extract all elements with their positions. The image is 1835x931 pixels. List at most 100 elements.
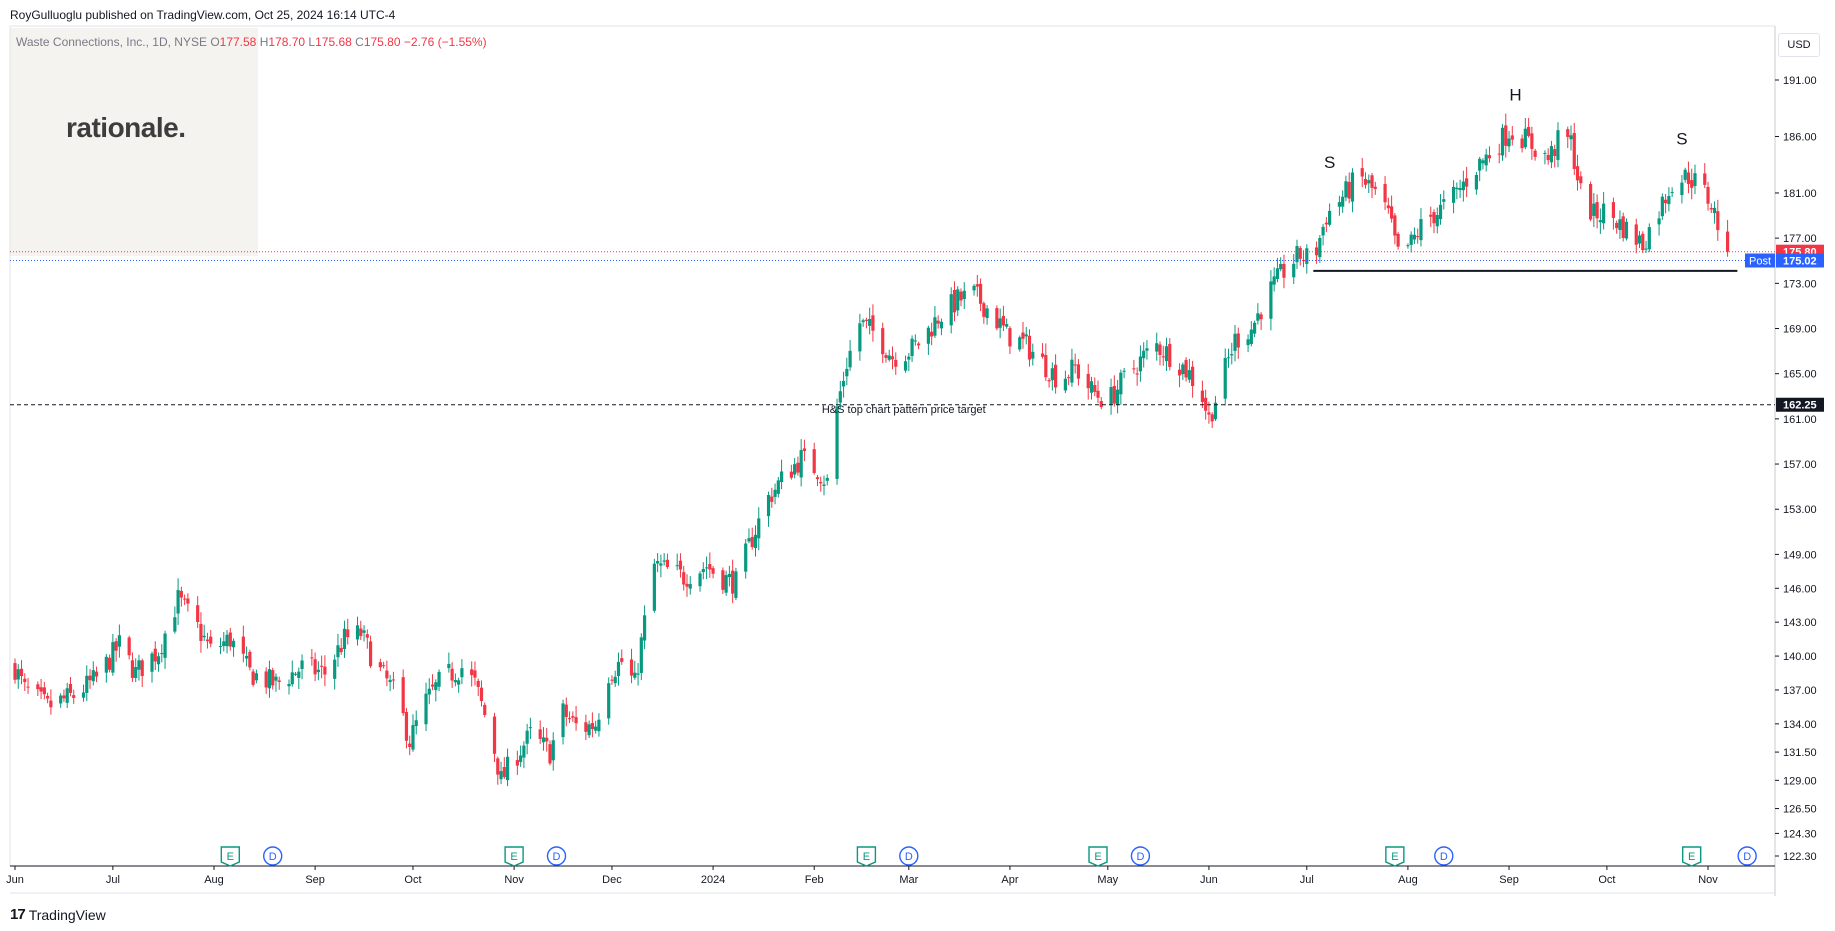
candle-body xyxy=(1706,186,1710,204)
earnings-icon[interactable] xyxy=(1682,846,1702,867)
candle-body xyxy=(1024,334,1028,337)
candle-body xyxy=(1670,192,1674,194)
target-price-tag: 162.25 xyxy=(1783,400,1817,412)
candle-body xyxy=(1693,173,1697,186)
candle-body xyxy=(884,355,888,358)
dividend-icon[interactable] xyxy=(263,846,283,866)
earnings-icon[interactable] xyxy=(504,846,524,867)
candle-body xyxy=(231,640,236,648)
candle-body xyxy=(682,572,686,585)
candle-body xyxy=(1553,149,1557,156)
candle-body xyxy=(1373,186,1377,189)
candle-body xyxy=(68,683,73,693)
candle-body xyxy=(907,356,911,360)
candle-body xyxy=(1686,172,1691,184)
candle-body xyxy=(1396,233,1400,247)
candle-body xyxy=(1458,188,1462,191)
candle-body xyxy=(1416,236,1420,238)
earnings-icon[interactable] xyxy=(1385,846,1405,867)
candle-body xyxy=(1507,138,1511,147)
candle-body xyxy=(757,518,761,539)
dividend-icon-letter: D xyxy=(1743,851,1751,863)
candle-body xyxy=(519,755,523,762)
time-tick-label: Sep xyxy=(1499,874,1519,886)
candle-body xyxy=(1292,263,1296,278)
price-tick-label: 153.00 xyxy=(1783,504,1817,516)
candle-body xyxy=(130,660,135,678)
tradingview-brand-label: TradingView xyxy=(28,906,106,923)
candle-body xyxy=(401,677,405,714)
price-tick-label: 157.00 xyxy=(1783,459,1817,471)
candle-body xyxy=(1504,125,1508,146)
candle-body xyxy=(316,669,320,673)
candle-body xyxy=(1318,238,1322,258)
candle-body xyxy=(1047,380,1051,382)
candle-body xyxy=(1337,202,1342,207)
dividend-icon[interactable] xyxy=(1737,846,1757,866)
candle-body xyxy=(567,718,572,720)
candle-body xyxy=(65,688,69,703)
dividend-icon[interactable] xyxy=(1434,846,1454,866)
candle-body xyxy=(1595,202,1599,219)
candle-body xyxy=(770,496,774,502)
candle-body xyxy=(538,729,542,739)
candle-body xyxy=(894,359,898,367)
price-tick-label: 149.00 xyxy=(1783,549,1817,561)
dividend-icon[interactable] xyxy=(546,846,567,866)
candle-body xyxy=(1484,154,1488,166)
candle-body xyxy=(825,477,829,481)
dividend-icon[interactable] xyxy=(1130,846,1151,866)
earnings-icon[interactable] xyxy=(220,846,240,867)
candle-body xyxy=(1027,335,1032,360)
candle-body xyxy=(620,658,624,662)
dividend-icon[interactable] xyxy=(899,846,919,866)
currency-button[interactable]: USD xyxy=(1778,33,1820,57)
earnings-icon[interactable] xyxy=(1088,846,1108,867)
price-tick-label: 129.00 xyxy=(1783,775,1817,787)
candle-body xyxy=(525,730,529,744)
candle-body xyxy=(404,712,409,741)
candle-body xyxy=(1054,364,1058,388)
candle-body xyxy=(88,675,92,681)
tradingview-brand[interactable]: 17 TradingView xyxy=(10,906,106,923)
candle-body xyxy=(1021,332,1025,339)
candle-body xyxy=(274,676,278,681)
candle-body xyxy=(528,727,533,729)
earnings-icon[interactable] xyxy=(856,846,877,867)
candle-body xyxy=(293,673,298,675)
candle-body xyxy=(94,671,99,677)
candle-body xyxy=(1481,160,1485,164)
candle-body xyxy=(1164,346,1169,362)
open-label: O xyxy=(210,35,220,49)
symbol-legend: Waste Connections, Inc., 1D, NYSE O177.5… xyxy=(16,35,487,49)
candle-body xyxy=(333,659,337,679)
candle-body xyxy=(388,679,392,683)
candle-body xyxy=(36,684,40,690)
candle-body xyxy=(222,641,226,647)
candle-body xyxy=(457,680,461,685)
candle-body xyxy=(1360,168,1364,177)
candle-body xyxy=(704,567,709,569)
candle-body xyxy=(750,536,754,548)
candle-body xyxy=(688,584,692,589)
candle-body xyxy=(1070,359,1074,383)
candle-body xyxy=(16,669,20,680)
candle-body xyxy=(858,323,862,352)
candle-body xyxy=(26,686,30,688)
candle-body xyxy=(1099,401,1103,407)
candle-body xyxy=(134,667,138,679)
candle-body xyxy=(701,569,705,573)
candle-body xyxy=(1409,234,1413,245)
candle-body xyxy=(336,645,340,658)
candle-body xyxy=(385,670,389,679)
candle-body xyxy=(245,655,249,659)
candle-body xyxy=(959,291,963,301)
time-tick-label: Oct xyxy=(1598,874,1615,886)
candle-body xyxy=(1406,245,1410,247)
candle-body xyxy=(1435,215,1439,227)
candle-body xyxy=(1328,210,1332,225)
candle-body xyxy=(173,617,177,632)
candle-body xyxy=(916,343,921,346)
time-tick-label: Nov xyxy=(1698,874,1718,886)
